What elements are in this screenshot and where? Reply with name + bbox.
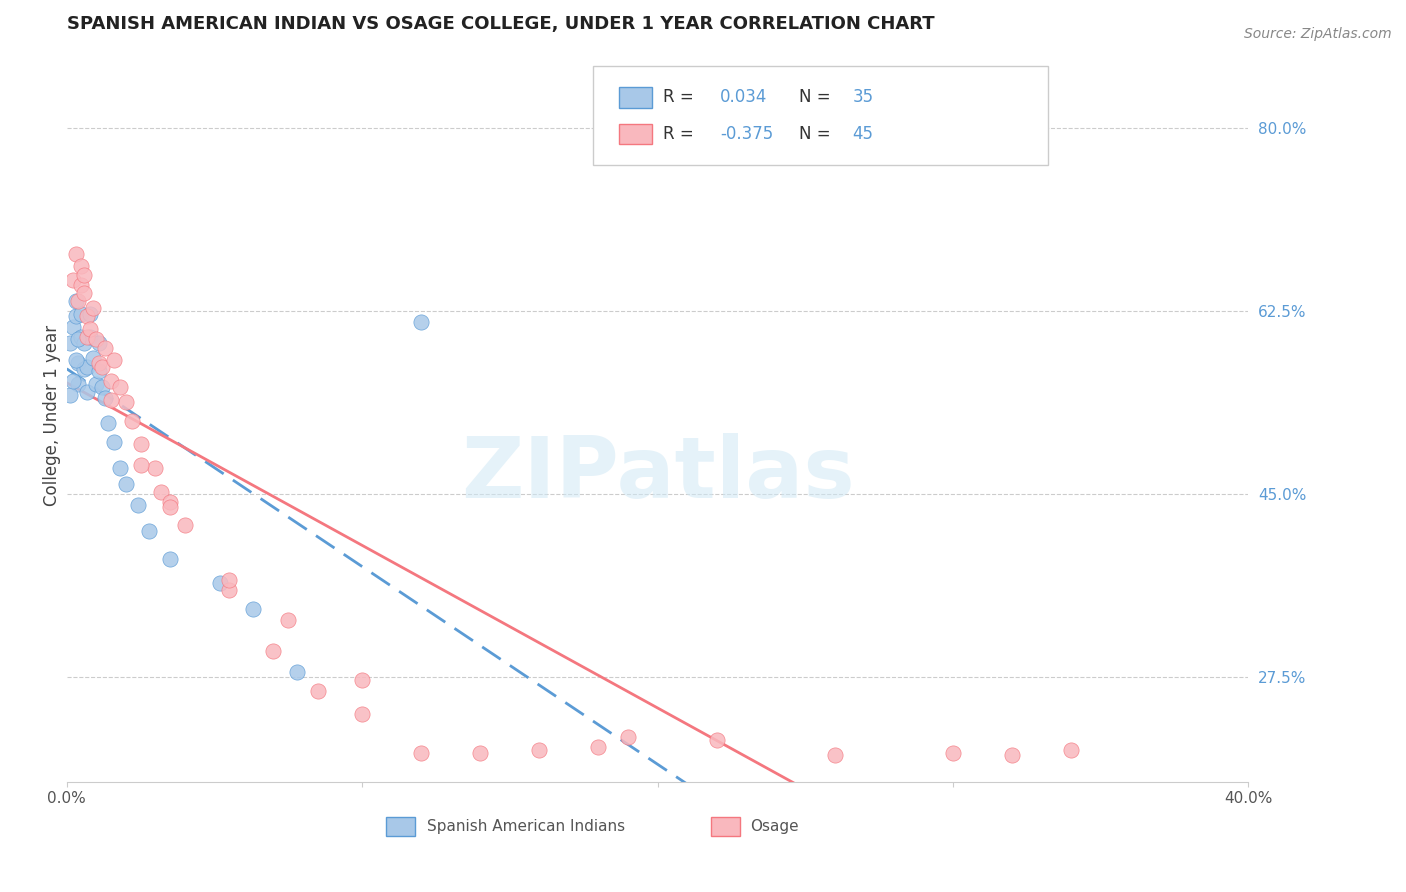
Y-axis label: College, Under 1 year: College, Under 1 year (44, 326, 60, 507)
Point (70, 307, 93, 321)
Point (209, 576, 232, 591)
Point (67, 377, 90, 392)
Text: 0.034: 0.034 (720, 88, 768, 106)
Text: Source: ZipAtlas.com: Source: ZipAtlas.com (1244, 27, 1392, 41)
Point (129, 437, 152, 451)
Point (84, 332, 107, 346)
Text: Spanish American Indians: Spanish American Indians (427, 820, 626, 834)
Point (65, 310, 87, 324)
Text: SPANISH AMERICAN INDIAN VS OSAGE COLLEGE, UNDER 1 YEAR CORRELATION CHART: SPANISH AMERICAN INDIAN VS OSAGE COLLEGE… (66, 15, 935, 33)
Text: Osage: Osage (749, 820, 799, 834)
Point (411, 747, 433, 761)
Point (82, 351, 104, 366)
Point (62, 319, 84, 334)
Point (76, 359, 98, 374)
Point (218, 583, 240, 598)
Point (79, 307, 101, 321)
Point (1060, 743, 1083, 757)
Point (103, 353, 125, 368)
Point (108, 461, 131, 475)
Point (70, 330, 93, 344)
FancyBboxPatch shape (592, 66, 1047, 165)
Point (73, 361, 96, 376)
Text: 35: 35 (852, 88, 873, 106)
Point (76, 330, 98, 344)
Point (79, 330, 101, 344)
Point (159, 552, 181, 566)
Point (100, 392, 122, 407)
Point (62, 273, 84, 287)
Point (218, 573, 240, 587)
Text: N =: N = (800, 88, 837, 106)
Point (617, 730, 640, 744)
Point (67, 293, 90, 308)
Point (138, 524, 160, 538)
Text: ZIPatlas: ZIPatlas (461, 433, 855, 516)
Point (73, 286, 96, 301)
Point (159, 500, 181, 514)
Point (121, 414, 143, 428)
Point (307, 683, 329, 698)
Text: N =: N = (800, 125, 837, 143)
Point (108, 380, 131, 394)
Point (91, 359, 114, 374)
Point (1001, 748, 1024, 763)
Point (94, 391, 117, 405)
Text: R =: R = (664, 125, 699, 143)
Point (94, 341, 117, 355)
Point (76, 310, 98, 324)
Point (65, 293, 87, 308)
Point (70, 278, 93, 293)
Text: -0.375: -0.375 (720, 125, 773, 143)
Point (114, 476, 136, 491)
Point (277, 613, 299, 627)
Point (76, 384, 98, 399)
Point (79, 322, 101, 336)
Point (263, 644, 285, 658)
Point (352, 706, 374, 721)
Point (143, 461, 166, 475)
Point (285, 665, 308, 679)
Point (103, 434, 125, 449)
Point (150, 485, 173, 500)
Point (59, 335, 82, 350)
Point (73, 335, 96, 350)
Point (67, 332, 90, 346)
Point (82, 301, 104, 315)
Point (588, 740, 610, 755)
Point (942, 747, 965, 761)
Point (97, 416, 120, 430)
Point (59, 388, 82, 402)
Point (89, 364, 111, 378)
Point (411, 315, 433, 329)
Point (70, 259, 93, 273)
Point (470, 747, 492, 761)
Point (65, 246, 87, 260)
Point (824, 748, 846, 763)
Text: R =: R = (664, 88, 699, 106)
Point (529, 743, 551, 757)
Point (67, 356, 90, 370)
Point (73, 268, 96, 282)
FancyBboxPatch shape (619, 87, 651, 108)
FancyBboxPatch shape (385, 817, 415, 836)
Point (100, 374, 122, 388)
Text: 45: 45 (852, 125, 873, 143)
Point (173, 518, 195, 533)
Point (352, 673, 374, 688)
Point (65, 353, 87, 368)
Point (242, 602, 264, 616)
Point (129, 458, 152, 472)
Point (89, 356, 111, 370)
Point (62, 374, 84, 388)
Point (89, 335, 111, 350)
Point (84, 377, 107, 392)
Point (159, 495, 181, 509)
Point (127, 498, 149, 512)
Point (114, 395, 136, 409)
FancyBboxPatch shape (710, 817, 741, 836)
Point (91, 380, 114, 394)
Point (706, 732, 728, 747)
FancyBboxPatch shape (619, 124, 651, 145)
